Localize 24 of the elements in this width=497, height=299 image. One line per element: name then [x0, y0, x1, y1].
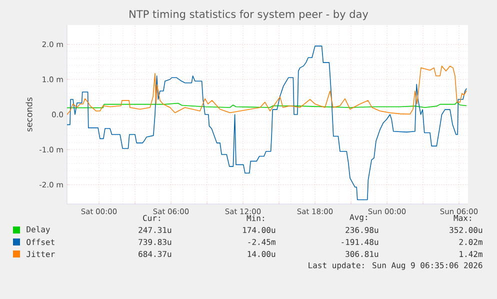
text: 684.37u [138, 250, 172, 258]
text: Cur: [143, 214, 160, 222]
text: Last update: Sun Aug 9 06:35:06 2026 [308, 262, 482, 270]
text: -2.45m [248, 238, 276, 246]
text: Min: [246, 214, 264, 222]
text: 352.00u [450, 226, 482, 234]
text: Max: [454, 215, 471, 221]
y-axis-title: seconds [26, 98, 32, 132]
line-series [67, 66, 467, 115]
text: 247.31u [138, 226, 172, 234]
text: 306.81u [346, 250, 378, 258]
text: 1.42m [460, 251, 482, 257]
text: 739.83u [138, 238, 172, 246]
line-series [67, 46, 467, 200]
chart-title: NTP timing statistics for system peer - by day [130, 10, 368, 20]
legend-label: Offset [26, 238, 54, 246]
text: 236.98u [346, 226, 378, 234]
text: 2.02m [459, 238, 482, 246]
text: 14.00u [248, 250, 276, 258]
text: Avg: [350, 214, 367, 222]
legend-label: Jitter [26, 250, 55, 258]
text: -191.48u [342, 238, 378, 246]
text: 174.00u [243, 226, 276, 234]
legend-label: Delay [26, 226, 50, 234]
